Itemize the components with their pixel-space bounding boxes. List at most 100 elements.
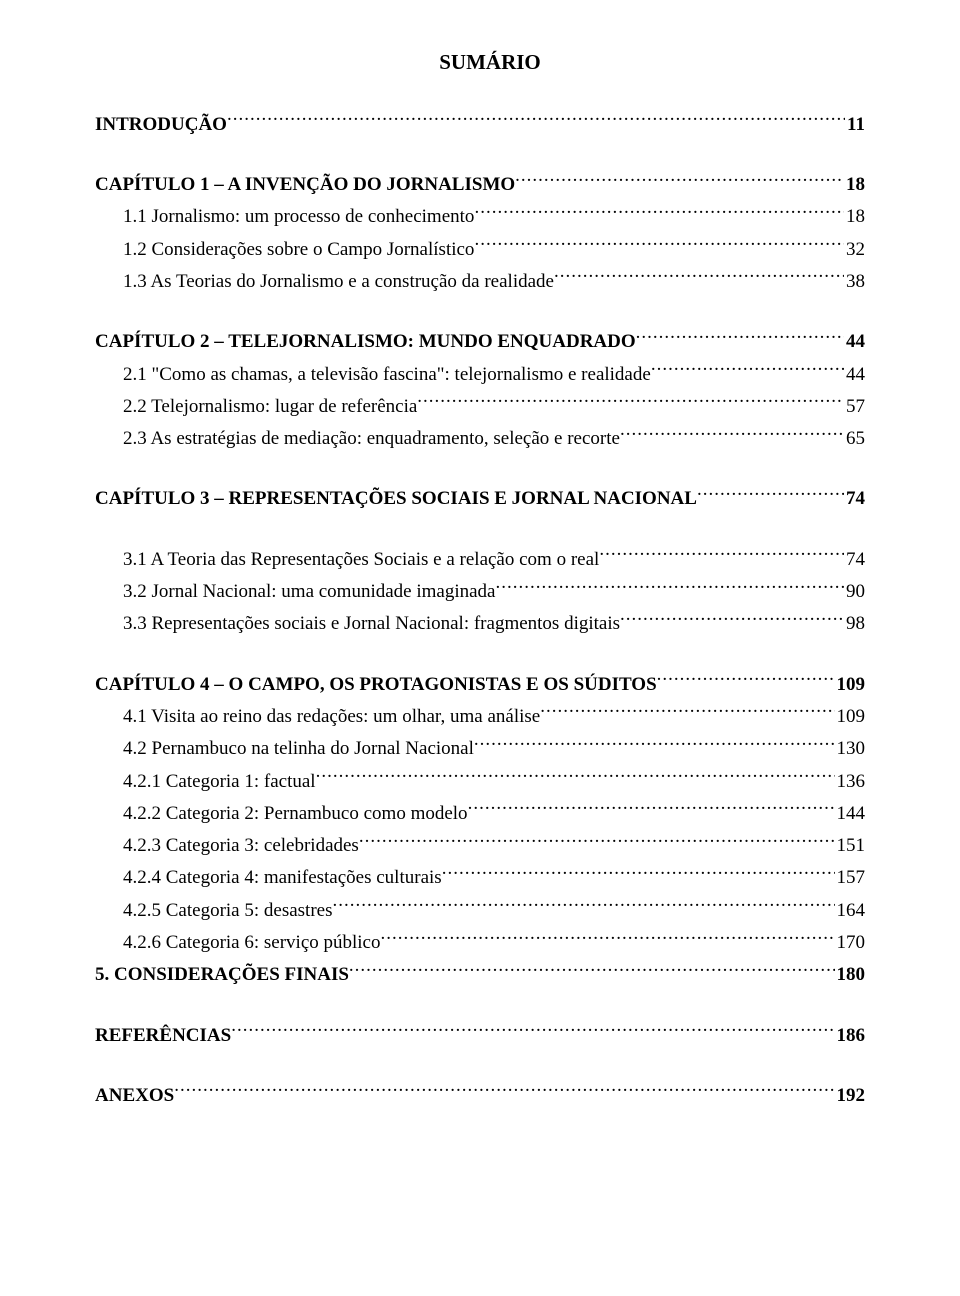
- toc-entry-page: 44: [844, 361, 865, 390]
- toc-entry-label: INTRODUÇÃO: [95, 111, 227, 140]
- toc-entry-label: 1.2 Considerações sobre o Campo Jornalís…: [123, 236, 474, 265]
- toc-dots: [636, 324, 844, 347]
- toc-entry: 3.3 Representações sociais e Jornal Naci…: [95, 607, 865, 639]
- toc-entry-label: 1.3 As Teorias do Jornalismo e a constru…: [123, 268, 554, 297]
- toc-dots: [496, 574, 845, 597]
- toc-entry-label: 4.2.3 Categoria 3: celebridades: [123, 832, 359, 861]
- toc-entry: 4.1 Visita ao reino das redações: um olh…: [95, 699, 865, 731]
- toc-entry: ANEXOS 192: [95, 1078, 865, 1110]
- toc-entry-page: 109: [835, 703, 866, 732]
- toc-dots: [474, 731, 835, 754]
- toc-entry: 1.1 Jornalismo: um processo de conhecime…: [95, 200, 865, 232]
- toc-entry: 2.2 Telejornalismo: lugar de referência 5…: [95, 389, 865, 421]
- toc-gap: [95, 514, 865, 542]
- toc-dots: [620, 421, 844, 444]
- toc-entry: 4.2.3 Categoria 3: celebridades151: [95, 828, 865, 860]
- toc-entry-page: 65: [844, 425, 865, 454]
- toc-entry-page: 18: [844, 171, 865, 200]
- toc-entry-page: 170: [835, 929, 866, 958]
- toc-dots: [349, 958, 835, 981]
- toc-entry-page: 130: [835, 735, 866, 764]
- toc-entry-page: 98: [844, 610, 865, 639]
- toc-entry-label: 2.2 Telejornalismo: lugar de referência: [123, 393, 417, 422]
- toc-entry-page: 44: [844, 328, 865, 357]
- toc-entry: 5. CONSIDERAÇÕES FINAIS180: [95, 958, 865, 990]
- document-page: SUMÁRIO INTRODUÇÃO 11 CAPÍTULO 1 – A INVEN…: [0, 0, 960, 1296]
- toc-entry: 2.3 As estratégias de mediação: enquadra…: [95, 421, 865, 453]
- toc-entry: CAPÍTULO 4 – O CAMPO, OS PROTAGONISTAS E…: [95, 667, 865, 699]
- toc-entry: 4.2 Pernambuco na telinha do Jornal Naci…: [95, 731, 865, 763]
- toc-entry-page: 144: [835, 800, 866, 829]
- toc-entry-label: ANEXOS: [95, 1082, 174, 1111]
- toc-entry: 3.2 Jornal Nacional: uma comunidade imag…: [95, 574, 865, 606]
- toc-entry-label: REFERÊNCIAS: [95, 1022, 231, 1051]
- toc-dots: [227, 107, 845, 130]
- toc-dots: [417, 389, 844, 412]
- toc-dots: [697, 482, 844, 505]
- toc-dots: [515, 167, 844, 190]
- toc-entry-label: 4.2.1 Categoria 1: factual: [123, 768, 316, 797]
- toc-entry-label: CAPÍTULO 4 – O CAMPO, OS PROTAGONISTAS E…: [95, 671, 657, 700]
- toc-entry-label: 4.2.2 Categoria 2: Pernambuco como model…: [123, 800, 468, 829]
- toc-gap: [95, 990, 865, 1018]
- toc-entry: 4.2.2 Categoria 2: Pernambuco como model…: [95, 796, 865, 828]
- toc-gap: [95, 1050, 865, 1078]
- toc-entry-page: 186: [835, 1022, 866, 1051]
- toc-dots: [474, 232, 844, 255]
- toc-dots: [231, 1018, 834, 1041]
- toc-dots: [174, 1078, 834, 1101]
- toc-entry: 4.2.5 Categoria 5: desastres164: [95, 893, 865, 925]
- toc-entry: CAPÍTULO 3 – REPRESENTAÇÕES SOCIAIS E JO…: [95, 482, 865, 514]
- toc-entry-label: 4.2.5 Categoria 5: desastres: [123, 897, 332, 926]
- toc-dots: [332, 893, 834, 916]
- toc-entry-label: 2.3 As estratégias de mediação: enquadra…: [123, 425, 620, 454]
- toc-entry-label: 3.1 A Teoria das Representações Sociais …: [123, 546, 599, 575]
- toc-entry-page: 180: [835, 961, 866, 990]
- toc-entry-label: 1.1 Jornalismo: um processo de conhecime…: [123, 203, 474, 232]
- toc-entry-label: CAPÍTULO 2 – TELEJORNALISMO: MUNDO ENQUA…: [95, 328, 636, 357]
- toc-entry-page: 32: [844, 236, 865, 265]
- toc-entry: REFERÊNCIAS 186: [95, 1018, 865, 1050]
- toc-entry-label: 2.1 "Como as chamas, a televisão fascina…: [123, 361, 651, 390]
- toc-entry: 4.2.1 Categoria 1: factual136: [95, 764, 865, 796]
- toc-dots: [599, 542, 844, 565]
- toc-gap: [95, 296, 865, 324]
- toc-dots: [554, 264, 844, 287]
- page-title: SUMÁRIO: [95, 50, 865, 75]
- toc-dots: [474, 200, 844, 223]
- toc-entry: 3.1 A Teoria das Representações Sociais …: [95, 542, 865, 574]
- toc-entry-label: 3.2 Jornal Nacional: uma comunidade imag…: [123, 578, 496, 607]
- toc-entry-label: 4.2 Pernambuco na telinha do Jornal Naci…: [123, 735, 474, 764]
- toc-entry: 1.2 Considerações sobre o Campo Jornalís…: [95, 232, 865, 264]
- toc-gap: [95, 139, 865, 167]
- toc-entry-label: 4.2.4 Categoria 4: manifestações cultura…: [123, 864, 442, 893]
- toc-dots: [359, 828, 835, 851]
- toc-entry-page: 11: [845, 111, 865, 140]
- toc-dots: [540, 699, 834, 722]
- toc-entry-page: 192: [835, 1082, 866, 1111]
- toc-entry-label: CAPÍTULO 3 – REPRESENTAÇÕES SOCIAIS E JO…: [95, 485, 697, 514]
- toc-entry-page: 18: [844, 203, 865, 232]
- toc-gap: [95, 639, 865, 667]
- toc-entry-label: 3.3 Representações sociais e Jornal Naci…: [123, 610, 620, 639]
- toc-entry: 4.2.6 Categoria 6: serviço público 170: [95, 925, 865, 957]
- toc-entry-page: 109: [835, 671, 866, 700]
- toc-entry-page: 38: [844, 268, 865, 297]
- toc-entry-page: 157: [835, 864, 866, 893]
- toc-entry: 1.3 As Teorias do Jornalismo e a constru…: [95, 264, 865, 296]
- toc-entry: INTRODUÇÃO 11: [95, 107, 865, 139]
- toc-entry: CAPÍTULO 2 – TELEJORNALISMO: MUNDO ENQUA…: [95, 324, 865, 356]
- table-of-contents: INTRODUÇÃO 11 CAPÍTULO 1 – A INVENÇÃO DO J…: [95, 107, 865, 1110]
- toc-entry-page: 57: [844, 393, 865, 422]
- toc-entry-label: 4.1 Visita ao reino das redações: um olh…: [123, 703, 540, 732]
- toc-entry: 2.1 "Como as chamas, a televisão fascina…: [95, 357, 865, 389]
- toc-dots: [381, 925, 835, 948]
- toc-dots: [442, 861, 835, 884]
- toc-dots: [316, 764, 835, 787]
- toc-dots: [651, 357, 844, 380]
- toc-entry: CAPÍTULO 1 – A INVENÇÃO DO JORNALISMO18: [95, 167, 865, 199]
- toc-entry-page: 90: [844, 578, 865, 607]
- toc-gap: [95, 454, 865, 482]
- toc-dots: [657, 667, 835, 690]
- toc-entry-label: 4.2.6 Categoria 6: serviço público: [123, 929, 381, 958]
